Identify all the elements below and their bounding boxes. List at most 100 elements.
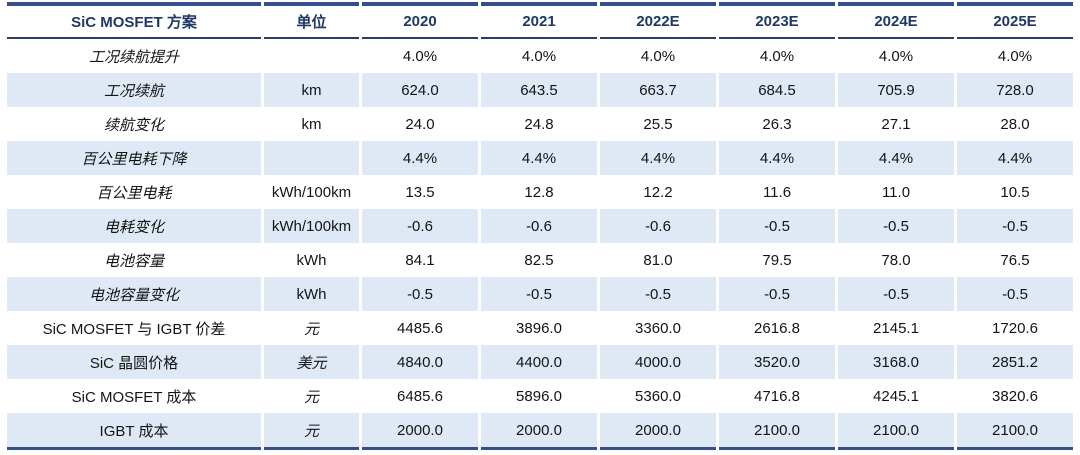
cell-value: 4485.6 bbox=[362, 311, 478, 345]
table-body: 工况续航提升 4.0% 4.0% 4.0% 4.0% 4.0% 4.0% 工况续航 km 624.… bbox=[7, 39, 1073, 450]
cell-value: 728.0 bbox=[957, 73, 1073, 107]
cell-value: 81.0 bbox=[600, 243, 716, 277]
cell-value: 4840.0 bbox=[362, 345, 478, 379]
sic-mosfet-forecast-table: SiC MOSFET 方案 单位 2020 2021 2022E 2023E 2… bbox=[4, 2, 1076, 450]
cell-value: 663.7 bbox=[600, 73, 716, 107]
row-unit bbox=[264, 39, 359, 73]
table-row: 电池容量 kWh 84.1 82.5 81.0 79.5 78.0 76.5 bbox=[7, 243, 1073, 277]
cell-value: 3820.6 bbox=[957, 379, 1073, 413]
table-row: 百公里电耗下降 4.4% 4.4% 4.4% 4.4% 4.4% 4.4% bbox=[7, 141, 1073, 175]
cell-value: -0.6 bbox=[362, 209, 478, 243]
cell-value: 3360.0 bbox=[600, 311, 716, 345]
row-unit: kWh/100km bbox=[264, 209, 359, 243]
column-header-unit: 单位 bbox=[264, 2, 359, 39]
cell-value: 13.5 bbox=[362, 175, 478, 209]
table-row: 百公里电耗 kWh/100km 13.5 12.8 12.2 11.6 11.0 10.5 bbox=[7, 175, 1073, 209]
table-row: 工况续航提升 4.0% 4.0% 4.0% 4.0% 4.0% 4.0% bbox=[7, 39, 1073, 73]
row-unit: 元 bbox=[264, 379, 359, 413]
cell-value: 79.5 bbox=[719, 243, 835, 277]
cell-value: -0.5 bbox=[719, 209, 835, 243]
cell-value: 2100.0 bbox=[957, 413, 1073, 450]
cell-value: 24.8 bbox=[481, 107, 597, 141]
row-unit: kWh bbox=[264, 243, 359, 277]
cell-value: 84.1 bbox=[362, 243, 478, 277]
table-row: 电池容量变化 kWh -0.5 -0.5 -0.5 -0.5 -0.5 -0.5 bbox=[7, 277, 1073, 311]
row-label: 百公里电耗 bbox=[7, 175, 261, 209]
row-unit: kWh bbox=[264, 277, 359, 311]
row-label: SiC MOSFET 与 IGBT 价差 bbox=[7, 311, 261, 345]
cell-value: 4245.1 bbox=[838, 379, 954, 413]
cell-value: -0.6 bbox=[600, 209, 716, 243]
cell-value: 27.1 bbox=[838, 107, 954, 141]
column-header-scheme: SiC MOSFET 方案 bbox=[7, 2, 261, 39]
row-unit bbox=[264, 141, 359, 175]
cell-value: 4.0% bbox=[481, 39, 597, 73]
column-header-2020: 2020 bbox=[362, 2, 478, 39]
cell-value: 624.0 bbox=[362, 73, 478, 107]
header-row: SiC MOSFET 方案 单位 2020 2021 2022E 2023E 2… bbox=[7, 2, 1073, 39]
cell-value: -0.6 bbox=[481, 209, 597, 243]
cell-value: 3168.0 bbox=[838, 345, 954, 379]
cell-value: 4.4% bbox=[719, 141, 835, 175]
column-header-2023e: 2023E bbox=[719, 2, 835, 39]
cell-value: 4400.0 bbox=[481, 345, 597, 379]
cell-value: 12.8 bbox=[481, 175, 597, 209]
cell-value: 3520.0 bbox=[719, 345, 835, 379]
row-label: 电池容量 bbox=[7, 243, 261, 277]
cell-value: 4.4% bbox=[362, 141, 478, 175]
column-header-2022e: 2022E bbox=[600, 2, 716, 39]
cell-value: 78.0 bbox=[838, 243, 954, 277]
row-label: 续航变化 bbox=[7, 107, 261, 141]
cell-value: 4.0% bbox=[838, 39, 954, 73]
cell-value: -0.5 bbox=[957, 209, 1073, 243]
table-row: SiC 晶圆价格 美元 4840.0 4400.0 4000.0 3520.0 3168.0… bbox=[7, 345, 1073, 379]
table-row: SiC MOSFET 成本元 6485.6 5896.0 5360.0 4716.8 42… bbox=[7, 379, 1073, 413]
cell-value: 2000.0 bbox=[600, 413, 716, 450]
column-header-2025e: 2025E bbox=[957, 2, 1073, 39]
cell-value: -0.5 bbox=[838, 209, 954, 243]
cell-value: -0.5 bbox=[719, 277, 835, 311]
cell-value: 4.4% bbox=[481, 141, 597, 175]
column-header-2024e: 2024E bbox=[838, 2, 954, 39]
row-label: SiC 晶圆价格 bbox=[7, 345, 261, 379]
cell-value: -0.5 bbox=[362, 277, 478, 311]
row-label: SiC MOSFET 成本 bbox=[7, 379, 261, 413]
row-unit: 元 bbox=[264, 311, 359, 345]
cell-value: 76.5 bbox=[957, 243, 1073, 277]
row-label: 工况续航提升 bbox=[7, 39, 261, 73]
cell-value: 10.5 bbox=[957, 175, 1073, 209]
cell-value: 24.0 bbox=[362, 107, 478, 141]
cell-value: 4.4% bbox=[600, 141, 716, 175]
cell-value: 4.0% bbox=[957, 39, 1073, 73]
cell-value: 4.4% bbox=[838, 141, 954, 175]
cell-value: 705.9 bbox=[838, 73, 954, 107]
cell-value: 4.4% bbox=[957, 141, 1073, 175]
row-unit: km bbox=[264, 107, 359, 141]
cell-value: 4.0% bbox=[600, 39, 716, 73]
cell-value: 4.0% bbox=[362, 39, 478, 73]
row-label: 电耗变化 bbox=[7, 209, 261, 243]
cell-value: 4716.8 bbox=[719, 379, 835, 413]
row-label: 工况续航 bbox=[7, 73, 261, 107]
cell-value: 2000.0 bbox=[481, 413, 597, 450]
cell-value: 28.0 bbox=[957, 107, 1073, 141]
cell-value: 5360.0 bbox=[600, 379, 716, 413]
cell-value: 5896.0 bbox=[481, 379, 597, 413]
table-row: SiC MOSFET 与 IGBT 价差元 4485.6 3896.0 3360.0 2… bbox=[7, 311, 1073, 345]
cell-value: 4.0% bbox=[719, 39, 835, 73]
row-label: 电池容量变化 bbox=[7, 277, 261, 311]
cell-value: -0.5 bbox=[600, 277, 716, 311]
row-unit: 元 bbox=[264, 413, 359, 450]
cell-value: 25.5 bbox=[600, 107, 716, 141]
cell-value: 1720.6 bbox=[957, 311, 1073, 345]
cell-value: 12.2 bbox=[600, 175, 716, 209]
cell-value: 684.5 bbox=[719, 73, 835, 107]
cell-value: 3896.0 bbox=[481, 311, 597, 345]
table-row: 电耗变化 kWh/100km -0.6 -0.6 -0.6 -0.5 -0.5 -0.5 bbox=[7, 209, 1073, 243]
cell-value: 4000.0 bbox=[600, 345, 716, 379]
cell-value: 6485.6 bbox=[362, 379, 478, 413]
cell-value: -0.5 bbox=[481, 277, 597, 311]
cell-value: 2851.2 bbox=[957, 345, 1073, 379]
row-unit: 美元 bbox=[264, 345, 359, 379]
